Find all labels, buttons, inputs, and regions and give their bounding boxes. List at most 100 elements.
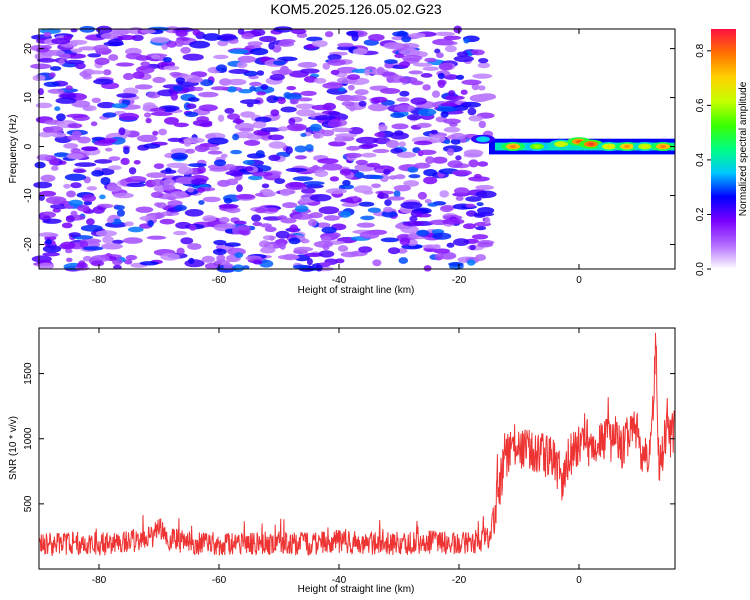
noise-cell: [108, 156, 121, 162]
noise-cell: [109, 28, 132, 35]
noise-cell: [339, 210, 352, 218]
noise-cell: [187, 243, 202, 250]
noise-cell: [162, 178, 176, 187]
noise-cell: [173, 230, 187, 236]
noise-cell: [123, 146, 130, 155]
noise-cell: [108, 54, 119, 61]
noise-cell: [468, 115, 483, 122]
noise-cell: [103, 69, 112, 76]
noise-cell: [184, 259, 205, 268]
noise-cell: [112, 239, 124, 244]
noise-cell: [230, 149, 243, 155]
noise-cell: [61, 222, 73, 229]
noise-cell: [218, 216, 230, 224]
noise-cell: [436, 52, 444, 59]
noise-cell: [68, 39, 88, 45]
noise-cell: [376, 66, 385, 75]
noise-cell: [396, 97, 410, 102]
noise-cell: [409, 32, 426, 39]
noise-cell: [162, 184, 176, 191]
noise-cell: [372, 259, 382, 267]
noise-cell: [401, 35, 412, 43]
noise-cell: [163, 65, 180, 71]
noise-cell: [327, 54, 342, 61]
noise-cell: [475, 254, 487, 261]
noise-cell: [207, 137, 229, 145]
noise-cell: [431, 90, 441, 98]
noise-cell: [36, 154, 52, 161]
noise-cell: [288, 118, 296, 125]
noise-cell: [417, 191, 427, 200]
y-tick-label: 20: [23, 43, 34, 55]
noise-cell: [210, 86, 230, 91]
noise-cell: [243, 139, 261, 146]
noise-cell: [187, 187, 195, 193]
noise-cell: [184, 111, 199, 118]
noise-cell: [79, 240, 89, 249]
noise-cell: [306, 258, 313, 266]
noise-cell: [432, 232, 452, 240]
noise-cell: [406, 114, 422, 121]
noise-cell: [311, 104, 331, 111]
noise-cell: [67, 123, 83, 129]
noise-cell: [292, 213, 314, 220]
noise-cell: [71, 100, 91, 108]
noise-cell: [448, 262, 464, 267]
noise-cell: [87, 53, 102, 58]
noise-cell: [65, 85, 73, 90]
noise-cell: [34, 161, 46, 169]
noise-cell: [192, 119, 213, 127]
noise-cell: [93, 44, 109, 52]
noise-cell: [416, 122, 432, 128]
noise-cell: [52, 208, 61, 213]
noise-cell: [140, 61, 150, 67]
noise-cell: [478, 120, 486, 129]
noise-cell: [175, 221, 192, 229]
noise-cell: [144, 112, 152, 118]
noise-cell: [366, 162, 381, 168]
noise-cell: [296, 97, 313, 102]
noise-cell: [322, 82, 344, 89]
noise-cell: [91, 170, 104, 177]
signal-peak-center: [606, 144, 612, 149]
noise-cell: [37, 58, 57, 63]
noise-cell: [197, 166, 206, 174]
noise-cell: [238, 127, 254, 132]
noise-cell: [288, 237, 301, 245]
noise-cell: [262, 235, 276, 241]
noise-cell: [402, 220, 424, 227]
noise-cell: [476, 202, 484, 207]
noise-cell: [393, 130, 404, 136]
noise-cell: [100, 177, 111, 185]
noise-cell: [100, 32, 119, 40]
colorbar-tick-label: 0.0: [695, 262, 706, 276]
spectrogram-x-ticks: -80 -60 -40 -20 0: [92, 29, 582, 286]
noise-cell: [66, 190, 76, 198]
noise-cell: [219, 33, 237, 41]
noise-cell: [95, 230, 117, 237]
noise-cell: [160, 252, 180, 261]
noise-cell: [156, 202, 167, 209]
noise-cell: [415, 213, 432, 218]
noise-cell: [478, 58, 489, 64]
noise-cell: [261, 183, 270, 189]
x-tick-label: -20: [452, 575, 467, 586]
noise-cell: [348, 127, 364, 135]
noise-cell: [97, 101, 116, 109]
noise-cell: [162, 57, 172, 63]
chart-title: KOM5.2025.126.05.02.G23: [270, 1, 441, 17]
noise-cell: [99, 194, 106, 200]
noise-cell: [188, 163, 207, 168]
noise-cell: [95, 25, 113, 34]
noise-cell: [264, 226, 277, 233]
noise-cell: [228, 69, 250, 74]
noise-cell: [386, 140, 400, 148]
noise-cell: [213, 239, 227, 246]
noise-cell: [340, 251, 359, 258]
noise-cell: [48, 159, 59, 166]
noise-cell: [322, 163, 343, 171]
x-tick-label: -40: [332, 575, 347, 586]
noise-cell: [103, 41, 124, 47]
noise-cell: [167, 137, 183, 142]
snr-x-ticks: -80 -60 -40 -20 0: [92, 328, 582, 586]
